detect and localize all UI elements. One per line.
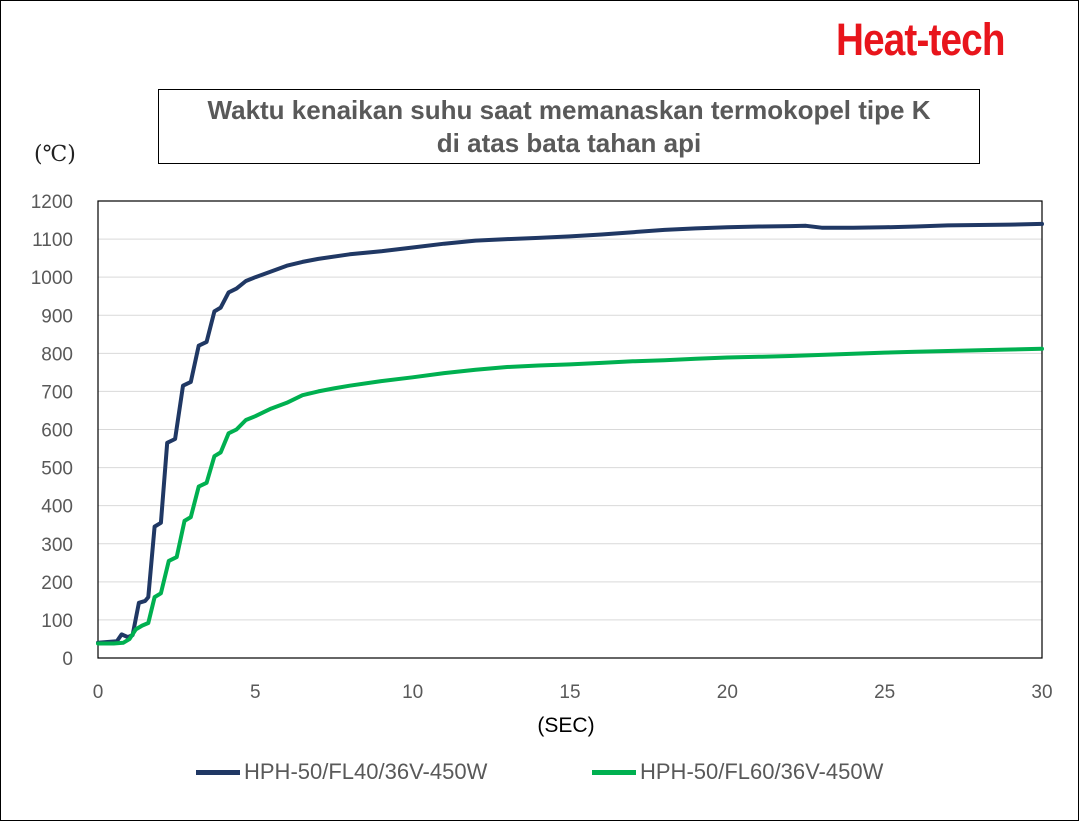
legend-label-series-1: HPH-50/FL40/36V-450W [244, 759, 488, 784]
x-axis-label: (SEC) [537, 714, 595, 737]
y-tick-label-5: 500 [41, 459, 73, 480]
chart-title-box: Waktu kenaikan suhu saat memanaskan term… [158, 89, 980, 164]
y-axis-label: (℃) [34, 142, 76, 167]
legend-swatch-series-2 [592, 769, 636, 775]
legend-item-series-2: HPH-50/FL60/36V-450W [592, 757, 883, 787]
series-line-1 [96, 221, 1044, 645]
y-tick-label-3: 300 [41, 535, 73, 556]
x-tick-label-0: 0 [93, 682, 104, 703]
brand-logo: Heat-tech [836, 14, 1005, 65]
x-tick-label-4: 20 [717, 682, 738, 703]
legend-item-series-1: HPH-50/FL40/36V-450W [196, 757, 487, 787]
y-tick-label-8: 800 [41, 344, 73, 365]
y-tick-label-6: 600 [41, 421, 73, 442]
y-tick-label-7: 700 [41, 382, 73, 403]
y-tick-label-10: 1000 [31, 268, 73, 289]
y-tick-label-12: 1200 [31, 192, 73, 213]
y-tick-label-9: 900 [41, 306, 73, 327]
x-tick-label-5: 25 [874, 682, 895, 703]
legend: HPH-50/FL40/36V-450W HPH-50/FL60/36V-450… [0, 757, 1079, 787]
legend-swatch-series-1 [196, 769, 240, 775]
y-tick-label-4: 400 [41, 497, 73, 518]
legend-label-series-2: HPH-50/FL60/36V-450W [640, 759, 884, 784]
x-tick-label-3: 15 [559, 682, 580, 703]
y-tick-label-0: 0 [62, 649, 73, 670]
chart-title-line-1: Waktu kenaikan suhu saat memanaskan term… [207, 94, 931, 125]
series-line-2 [96, 346, 1044, 646]
y-tick-label-2: 200 [41, 573, 73, 594]
x-tick-label-2: 10 [402, 682, 423, 703]
chart-title-line-2: di atas bata tahan api [436, 127, 702, 158]
x-tick-label-1: 5 [250, 682, 261, 703]
y-tick-label-11: 1100 [32, 230, 73, 251]
plot-area [97, 200, 1043, 659]
x-tick-label-6: 30 [1031, 682, 1052, 703]
y-tick-label-1: 100 [41, 611, 73, 632]
